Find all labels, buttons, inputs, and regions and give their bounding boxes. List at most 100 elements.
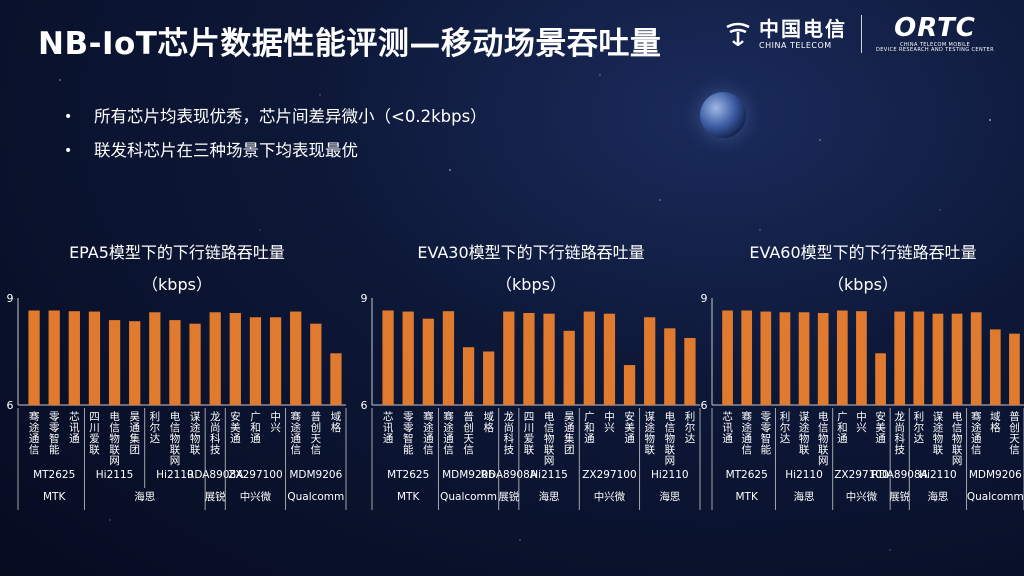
chart-bar [48,310,60,405]
page-title: NB-IoT芯片数据性能评测—移动场景吞吐量 [38,26,662,62]
x-tick-label: 电信物联网 [109,410,120,467]
vendor-label: 海思 [794,490,815,503]
bullet-text: 所有芯片均表现优秀，芯片间差异微小（<0.2kbps） [94,107,487,126]
model-label: ZX297100 [834,469,888,481]
chart-bar [603,313,616,405]
x-tick-label: 骞途通信 [971,410,982,456]
model-label: RDA8908A [481,469,538,481]
chart-unit-label: （kbps） [142,275,212,294]
chart-title: EPA5模型下的下行链路吞吐量 [69,243,285,262]
x-tick-label: 广和通 [250,411,261,445]
x-tick-label: 中兴 [270,410,281,434]
vendor-label: 海思 [927,490,948,503]
ortc-logo-subtitle: CHINA TELECOM MOBILE [899,42,971,48]
chart-unit-label: （kbps） [828,275,898,294]
x-tick-label: 利尔达 [150,411,161,445]
x-tick-label: 四川爱联 [524,411,535,456]
x-tick-label: 利尔达 [780,411,791,445]
y-tick-label: 9 [701,292,708,305]
chart-bar [1009,333,1020,405]
bullet-list: • 所有芯片均表现优秀，芯片间差异微小（<0.2kbps） • 联发科芯片在三种… [64,100,487,168]
x-tick-label: 谋途物联 [799,411,810,456]
x-tick-label: 谋途物联 [644,411,655,456]
chart-bar [249,317,262,405]
bullet-dot-icon: • [64,143,73,159]
chart-title: EVA60模型下的下行链路吞吐量 [749,243,976,262]
chart-bar [817,312,829,405]
x-tick-label: 电信物联网 [665,410,676,467]
x-tick-label: 骞途通信 [290,410,301,456]
model-label: RDA8908A [872,469,929,481]
chart-bar [402,311,414,405]
chart-bar [913,311,925,405]
chart-bar [209,312,221,405]
chart-bar [932,313,944,405]
logo-area: 中国电信 CHINA TELECOM ORTC CHINA TELECOM MO… [723,12,994,56]
x-tick-label: 域格 [990,410,1001,434]
x-tick-label: 芯讯通 [722,410,733,445]
vendor-label: Qualcomm [287,491,344,503]
china-telecom-logo: 中国电信 CHINA TELECOM [723,19,847,50]
chart-bar [543,313,555,405]
chart-bar [970,312,982,405]
chart-bar [129,321,141,405]
x-tick-label: 普创天信 [311,410,322,456]
x-tick-label: 四川爱联 [89,411,100,456]
ortc-logo-subtitle-2: DEVICE RESEARCH AND TESTING CENTER [876,47,994,53]
chart-bar [422,318,434,405]
vendor-label: 海思 [134,490,155,503]
chart-bar [779,312,791,405]
x-tick-label: 龙尚科技 [504,410,515,456]
vendor-label: 展锐 [205,490,226,503]
vendor-label: 海思 [659,490,680,503]
chart-title: EVA30模型下的下行链路吞吐量 [417,243,644,262]
chart-bar [442,311,455,405]
model-label: Hi2110 [651,469,689,481]
chart-bar [836,310,848,405]
x-tick-label: 普创天信 [463,410,474,456]
chart-unit-label: （kbps） [496,275,566,294]
telecom-en-name: CHINA TELECOM [759,40,832,50]
vendor-label: 中兴微 [240,490,272,503]
x-tick-label: 昊通集团 [129,411,140,456]
chart-bar [856,311,867,405]
model-label: MT2625 [33,469,75,481]
chart-bar [563,330,575,405]
telecom-cn-name: 中国电信 [759,16,847,41]
moon-decoration [700,92,746,138]
model-label: Hi2110 [156,469,194,481]
bullet-item: • 联发科芯片在三种场景下均表现最优 [64,134,487,168]
y-tick-label: 6 [7,399,14,412]
x-tick-label: 电信物联网 [170,410,181,467]
vendor-label: 中兴微 [846,490,878,503]
chart-bar [28,310,40,405]
vendor-label: MTK [43,491,66,503]
vendor-label: MTK [397,491,420,503]
model-label: MT2625 [726,469,768,481]
x-tick-label: 骞途通信 [443,410,454,456]
chart-bar [894,311,906,405]
model-label: MDM9206 [442,469,495,481]
x-tick-label: 龙尚科技 [894,410,905,456]
chart-bar [583,311,595,405]
model-label: Hi2110 [919,469,957,481]
logo-divider [861,15,862,53]
x-tick-label: 电信物联网 [818,410,829,467]
chart-bar [664,328,676,405]
x-tick-label: 安美通 [624,410,635,445]
model-label: RDA8908A [187,469,244,481]
x-tick-label: 骞途通信 [29,410,40,456]
model-label: Hi2115 [530,469,568,481]
vendor-label: Qualcomm [440,491,497,503]
vendor-label: 展锐 [498,490,519,503]
chart-bar [462,347,475,405]
x-tick-label: 利尔达 [685,411,696,445]
chart-bar [798,312,810,405]
x-tick-label: 域格 [331,410,342,434]
x-tick-label: 零零智能 [403,411,414,456]
chart-bar [951,313,963,405]
vendor-label: 海思 [539,490,560,503]
x-tick-label: 利尔达 [914,411,925,445]
chart-bar [88,311,101,405]
x-tick-label: 零零智能 [49,411,60,456]
